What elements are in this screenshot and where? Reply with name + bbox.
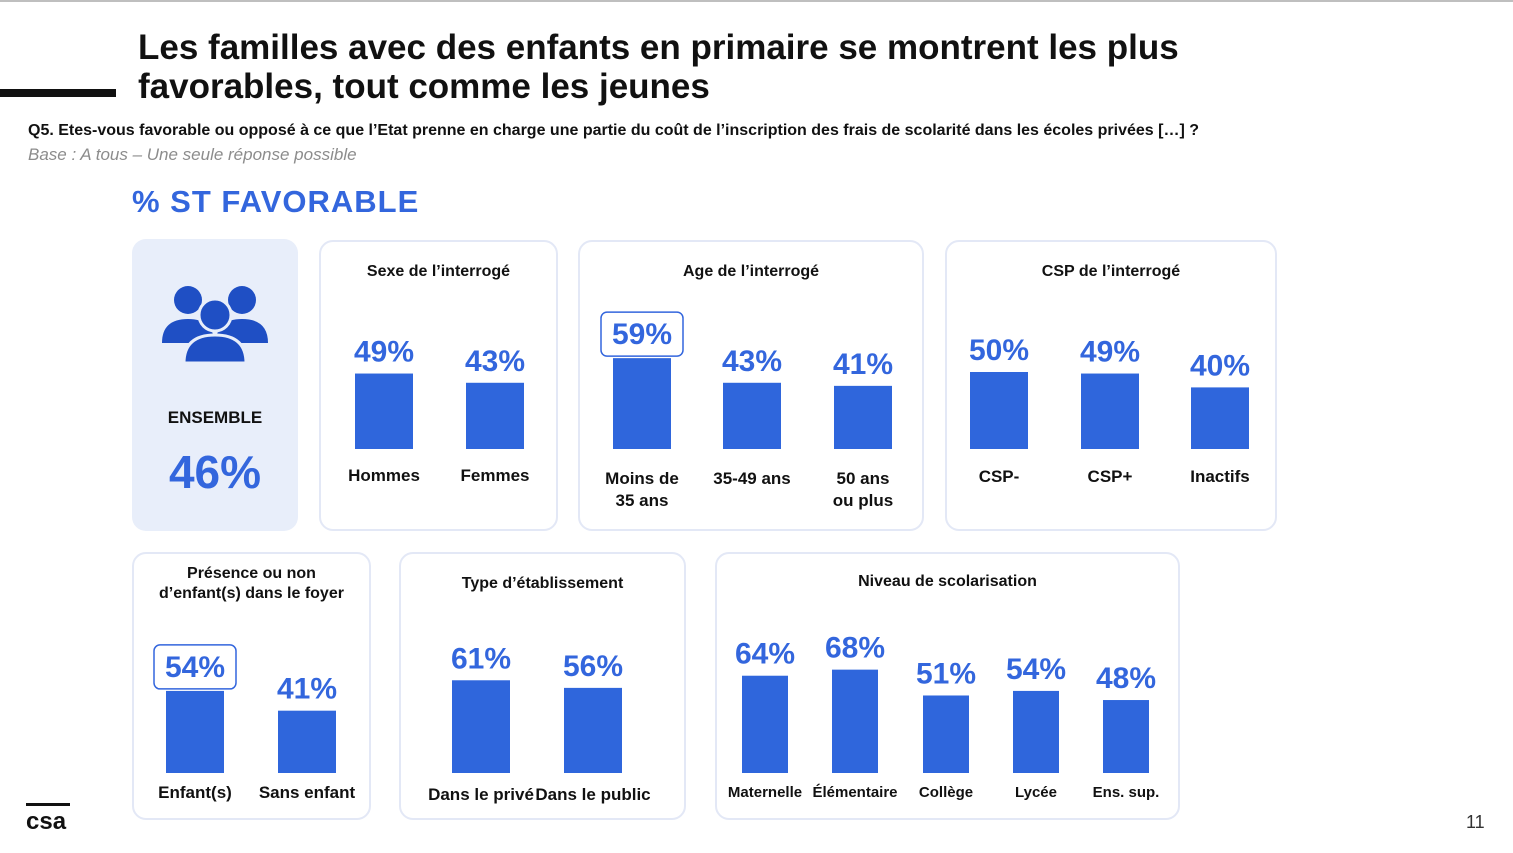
category-label: Ens. sup. — [1093, 784, 1160, 801]
data-label: 43% — [722, 345, 782, 378]
chart-title: Présence ou non d’enfant(s) dans le foyer — [159, 565, 344, 602]
category-label: CSP- — [979, 467, 1020, 486]
category-label: Maternelle — [728, 784, 802, 801]
title-accent-bar — [0, 89, 116, 97]
data-label: 48% — [1096, 662, 1156, 695]
data-label: 59% — [612, 318, 672, 351]
bar — [1191, 387, 1249, 449]
bar — [355, 373, 413, 449]
category-label: ou plus — [833, 491, 893, 510]
question-text: Q5. Etes-vous favorable ou opposé à ce q… — [28, 122, 1199, 139]
data-label: 54% — [165, 651, 225, 684]
data-label: 51% — [916, 657, 976, 690]
bar — [278, 710, 336, 773]
chart-title: Type d’établissement — [461, 575, 624, 592]
data-label: 54% — [1006, 653, 1066, 686]
data-label: 56% — [563, 650, 623, 683]
data-label: 43% — [465, 345, 525, 378]
category-label: CSP+ — [1088, 467, 1133, 486]
ensemble-text: ENSEMBLE 46% — [132, 0, 298, 853]
people-group-icon — [162, 286, 268, 363]
bar — [923, 695, 969, 773]
data-label: 61% — [451, 642, 511, 675]
base-text: Base : A tous – Une seule réponse possib… — [28, 145, 357, 164]
page-number: 11 — [1466, 812, 1485, 832]
bar — [1013, 690, 1059, 773]
chart-panel-4: Type d’établissement — [399, 552, 686, 820]
csa-logo: csa — [26, 803, 70, 833]
top-rule — [0, 0, 1513, 2]
category-label: Hommes — [348, 466, 420, 485]
page-title: Les familles avec des enfants en primair… — [138, 28, 1179, 106]
category-label: Inactifs — [1190, 467, 1250, 486]
bar — [742, 675, 788, 773]
data-label: 64% — [735, 638, 795, 671]
bar — [466, 382, 524, 449]
bar — [1081, 373, 1139, 449]
category-label: 35-49 ans — [713, 469, 791, 488]
category-label: Élémentaire — [812, 784, 897, 801]
category-label: Sans enfant — [259, 783, 356, 802]
category-label: Femmes — [461, 466, 530, 485]
category-label: 50 ans — [837, 469, 890, 488]
category-label: Moins de — [605, 469, 679, 488]
bar — [564, 687, 622, 773]
chart-panel-5: Niveau de scolarisation — [715, 552, 1180, 820]
category-label: 35 ans — [616, 491, 669, 510]
category-label: Dans le privé — [428, 785, 534, 804]
category-label: Lycée — [1015, 784, 1057, 801]
bar — [832, 669, 878, 773]
section-label: % ST FAVORABLE — [132, 184, 420, 219]
data-label: 50% — [969, 334, 1029, 367]
data-label: 41% — [833, 348, 893, 381]
csa-logo-text: csa — [26, 808, 67, 833]
ensemble-panel — [132, 239, 298, 531]
data-label: 49% — [1080, 336, 1140, 369]
chart-title: Niveau de scolarisation — [858, 573, 1037, 590]
highlight-box — [600, 311, 684, 357]
chart-title: CSP de l’interrogé — [1041, 263, 1181, 280]
highlight-box — [153, 644, 237, 690]
data-label: 49% — [354, 336, 414, 369]
ensemble-value: 46% — [168, 446, 262, 498]
data-label: 68% — [825, 632, 885, 665]
bar — [1103, 700, 1149, 773]
category-label: Enfant(s) — [158, 783, 232, 802]
bar — [452, 680, 510, 773]
category-label: Collège — [919, 784, 973, 801]
data-label: 40% — [1190, 349, 1250, 382]
category-label: Dans le public — [535, 785, 650, 804]
bar — [166, 690, 224, 773]
bar — [723, 382, 781, 449]
bar — [613, 358, 671, 449]
ensemble-label: ENSEMBLE — [167, 408, 263, 427]
chart-title: Age de l’interrogé — [682, 263, 820, 280]
bar — [834, 385, 892, 449]
chart-title: Sexe de l’interrogé — [366, 263, 511, 280]
data-label: 41% — [277, 673, 337, 706]
bar — [970, 372, 1028, 449]
